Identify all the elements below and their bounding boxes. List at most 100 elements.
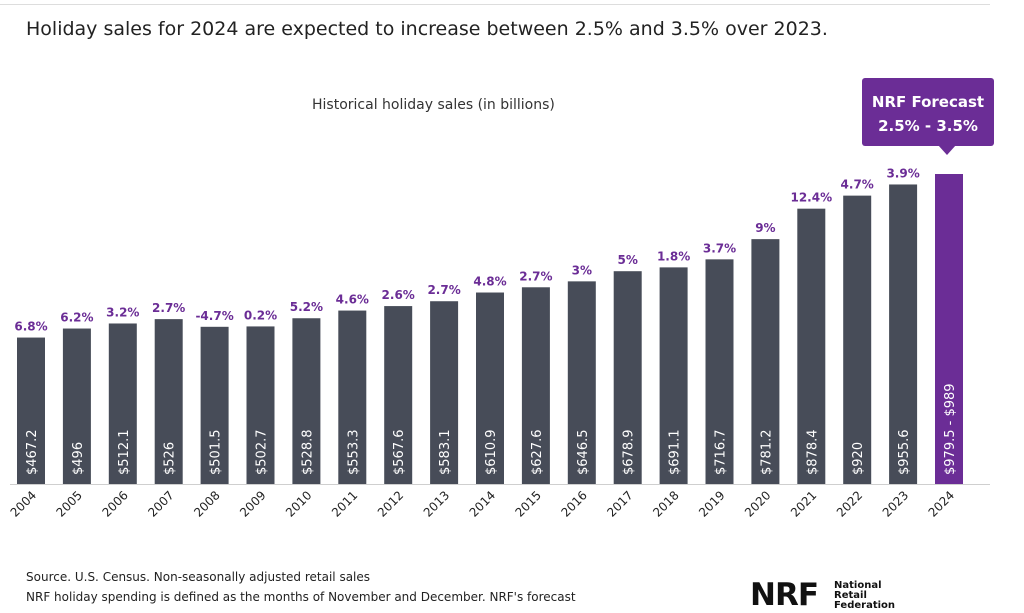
forecast-title: NRF Forecast — [871, 93, 985, 111]
growth-label: 4.6% — [336, 293, 369, 307]
bar-value-label: $678.9 — [622, 430, 637, 476]
x-tick-label: 2015 — [513, 488, 544, 519]
bar-value-label: $526 — [163, 442, 178, 475]
bar-2024 — [935, 174, 963, 484]
x-tick-label: 2007 — [145, 488, 176, 519]
bar-value-label: $979.5 - $989 — [943, 383, 958, 475]
bar-2020 — [751, 239, 780, 484]
bar-value-label: $467.2 — [25, 430, 40, 476]
growth-label: 6.2% — [60, 311, 93, 325]
forecast-range: 2.5% - 3.5% — [878, 117, 978, 135]
x-tick-label: 2009 — [237, 488, 268, 519]
x-tick-label: 2004 — [8, 488, 39, 519]
x-tick-label: 2012 — [375, 488, 406, 519]
bar-value-label: $567.6 — [392, 430, 407, 476]
growth-label: 5.2% — [290, 300, 323, 314]
nrf-logo: NRF National Retail Federation — [750, 578, 910, 613]
bar-2018 — [659, 267, 688, 484]
x-tick-label: 2018 — [650, 488, 681, 519]
bar-value-label: $878.4 — [805, 430, 820, 476]
bar-2023 — [889, 184, 918, 484]
bar-value-label: $920 — [851, 442, 866, 475]
logo-line-2: Retail — [834, 590, 867, 601]
x-tick-label: 2010 — [283, 488, 314, 519]
x-tick-label: 2008 — [191, 488, 222, 519]
bar-value-label: $583.1 — [438, 430, 453, 476]
bar-2021 — [797, 208, 826, 484]
bar-2013 — [430, 301, 459, 484]
top-divider — [0, 4, 990, 5]
bar-value-label: $553.3 — [346, 430, 361, 476]
growth-label: 3.9% — [886, 166, 919, 180]
x-tick-label: 2005 — [54, 488, 85, 519]
chart-title: Historical holiday sales (in billions) — [312, 97, 555, 113]
bar-value-label: $502.7 — [255, 430, 270, 476]
x-tick-label: 2006 — [99, 488, 130, 519]
bar-value-label: $512.1 — [117, 430, 132, 476]
bar-value-label: $610.9 — [484, 430, 499, 476]
forecast-callout: NRF Forecast 2.5% - 3.5% — [862, 78, 994, 146]
growth-label: 5% — [618, 253, 638, 267]
x-tick-label: 2020 — [742, 488, 773, 519]
growth-label: 2.7% — [427, 283, 460, 297]
bar-value-label: $955.6 — [897, 430, 912, 476]
growth-label: 3% — [572, 263, 592, 277]
growth-label: 1.8% — [657, 249, 690, 263]
growth-label: 3.7% — [703, 241, 736, 255]
bar-2017 — [613, 271, 642, 484]
bar-value-label: $496 — [71, 442, 86, 475]
nrf-logo-mark: NRF — [750, 578, 819, 613]
x-tick-label: 2014 — [467, 488, 498, 519]
growth-label: 2.7% — [519, 269, 552, 283]
bar-value-label: $646.5 — [576, 430, 591, 476]
growth-label: 0.2% — [244, 308, 277, 322]
x-tick-label: 2023 — [880, 488, 911, 519]
bar-value-label: $528.8 — [300, 430, 315, 476]
bar-2007 — [154, 319, 183, 484]
bar-value-label: $691.1 — [668, 430, 683, 476]
bar-2005 — [62, 328, 91, 484]
bar-2012 — [384, 306, 413, 484]
growth-label: 9% — [755, 221, 775, 235]
bar-2008 — [200, 326, 229, 484]
forecast-pointer — [938, 145, 956, 155]
bar-2006 — [108, 323, 137, 484]
growth-label: 4.7% — [841, 178, 874, 192]
x-tick-label: 2021 — [788, 488, 819, 519]
growth-label: 12.4% — [790, 191, 832, 205]
bar-2015 — [521, 287, 550, 484]
page-headline: Holiday sales for 2024 are expected to i… — [26, 18, 828, 40]
x-tick-label: 2013 — [421, 488, 452, 519]
logo-line-1: National — [834, 580, 882, 591]
growth-label: 3.2% — [106, 305, 139, 319]
x-tick-label: 2024 — [926, 488, 957, 519]
x-tick-label: 2011 — [329, 488, 360, 519]
growth-label: 2.7% — [152, 301, 185, 315]
x-tick-label: 2019 — [696, 488, 727, 519]
source-note: Source. U.S. Census. Non-seasonally adju… — [26, 567, 576, 607]
bar-2019 — [705, 259, 734, 484]
source-line-2: NRF holiday spending is defined as the m… — [26, 590, 576, 604]
bar-2016 — [567, 281, 596, 484]
bar-2004 — [17, 337, 45, 484]
logo-line-3: Federation — [834, 600, 896, 611]
bar-2014 — [476, 292, 504, 484]
bar-2011 — [338, 310, 367, 484]
bar-2009 — [246, 326, 275, 484]
nrf-logo-text: National Retail Federation — [834, 581, 895, 611]
growth-label: 4.8% — [473, 275, 506, 289]
bar-value-label: $781.2 — [759, 430, 774, 476]
bar-value-label: $627.6 — [530, 430, 545, 476]
growth-label: -4.7% — [195, 309, 233, 323]
bar-2010 — [292, 318, 321, 484]
growth-label: 6.8% — [14, 320, 47, 334]
growth-label: 2.6% — [382, 288, 415, 302]
x-tick-label: 2017 — [604, 488, 635, 519]
x-tick-label: 2022 — [834, 488, 865, 519]
bar-2022 — [843, 195, 872, 484]
bar-value-label: $501.5 — [209, 430, 224, 476]
source-line-1: Source. U.S. Census. Non-seasonally adju… — [26, 570, 371, 584]
bar-value-label: $716.7 — [714, 430, 729, 476]
x-tick-label: 2016 — [558, 488, 589, 519]
